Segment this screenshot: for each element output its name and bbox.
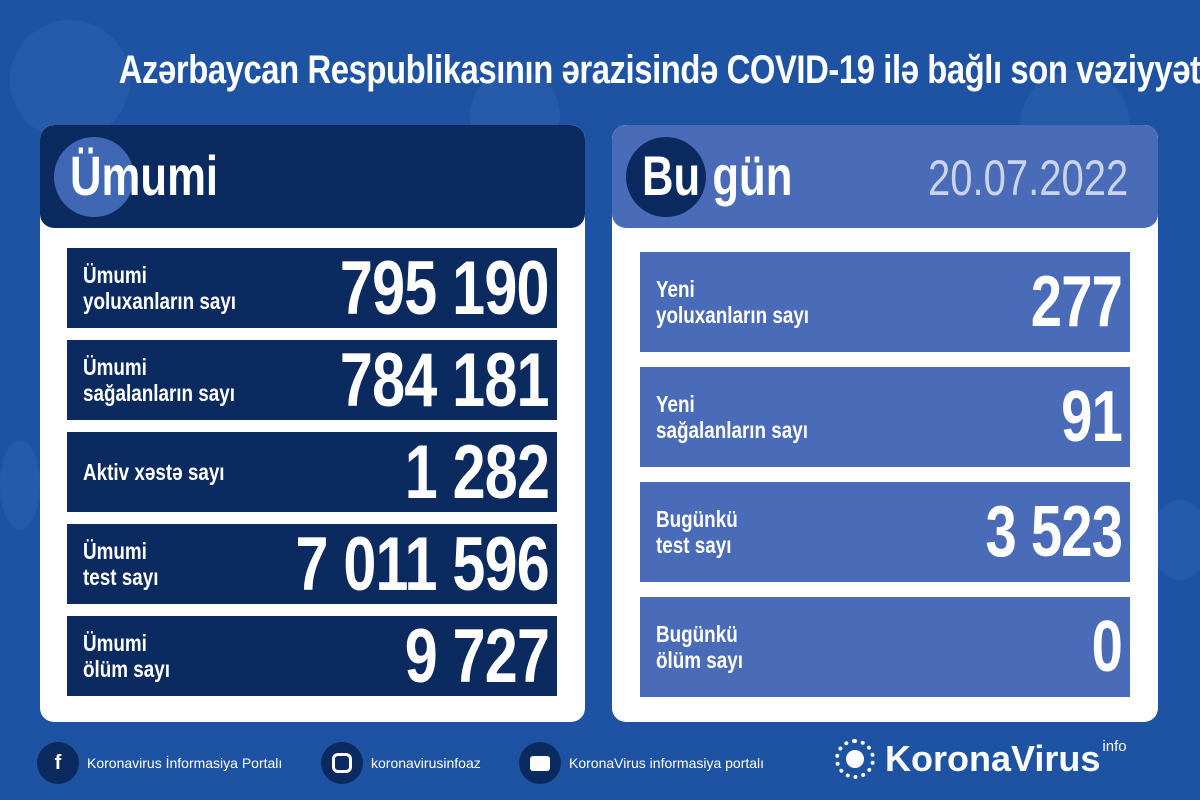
facebook-icon: f (37, 742, 79, 784)
today-row-deaths: Bugünkü ölüm sayı 0 (640, 597, 1130, 697)
total-row-tests: Ümumi test sayı 7 011 596 (67, 522, 557, 607)
value: 1 282 (404, 429, 550, 515)
value: 795 190 (340, 245, 550, 331)
today-row-tests: Bugünkü test sayı 3 523 (640, 482, 1130, 582)
today-header: Bu gün 20.07.2022 (612, 125, 1158, 228)
total-panel: Ümumi Ümumi yoluxanların sayı 795 190 Ümum… (40, 125, 585, 722)
virus-icon (54, 137, 134, 217)
total-row-infected: Ümumi yoluxanların sayı 795 190 (67, 246, 557, 331)
virus-decoration (0, 440, 40, 530)
value: 784 181 (340, 337, 550, 423)
value: 0 (1091, 607, 1123, 687)
total-header: Ümumi (40, 125, 585, 228)
instagram-link[interactable]: koronavirusinfoaz (321, 740, 481, 786)
total-row-deaths: Ümumi ölüm sayı 9 727 (67, 614, 557, 699)
value: 3 523 (985, 492, 1122, 572)
total-heading: Ümumi (70, 144, 219, 207)
virus-icon (626, 137, 706, 217)
today-panel: Bu gün 20.07.2022 Yeni yoluxanların sayı 2… (612, 125, 1158, 722)
value: 91 (1061, 377, 1123, 457)
value: 277 (1030, 262, 1123, 342)
total-row-recovered: Ümumi sağalanların sayı 784 181 (67, 338, 557, 423)
today-heading: Bu gün (642, 144, 793, 207)
youtube-link[interactable]: KoronaVirus informasiya portalı (519, 740, 764, 786)
value: 7 011 596 (295, 521, 550, 607)
virus-decoration (10, 20, 130, 140)
value: 9 727 (404, 613, 550, 699)
youtube-icon (519, 742, 561, 784)
instagram-icon (321, 742, 363, 784)
today-date: 20.07.2022 (927, 150, 1128, 206)
koronavirus-logo: KoronaVirus info (835, 738, 1127, 780)
today-row-recovered: Yeni sağalanların sayı 91 (640, 367, 1130, 467)
facebook-link[interactable]: f Koronavirus İnformasiya Portalı (37, 740, 282, 786)
sun-virus-icon (835, 739, 875, 779)
virus-decoration (1150, 500, 1200, 580)
today-row-infected: Yeni yoluxanların sayı 277 (640, 252, 1130, 352)
total-row-active: Aktiv xəstə sayı 1 282 (67, 430, 557, 515)
page-title: Azərbaycan Respublikasının ərazisində CO… (118, 48, 1200, 92)
